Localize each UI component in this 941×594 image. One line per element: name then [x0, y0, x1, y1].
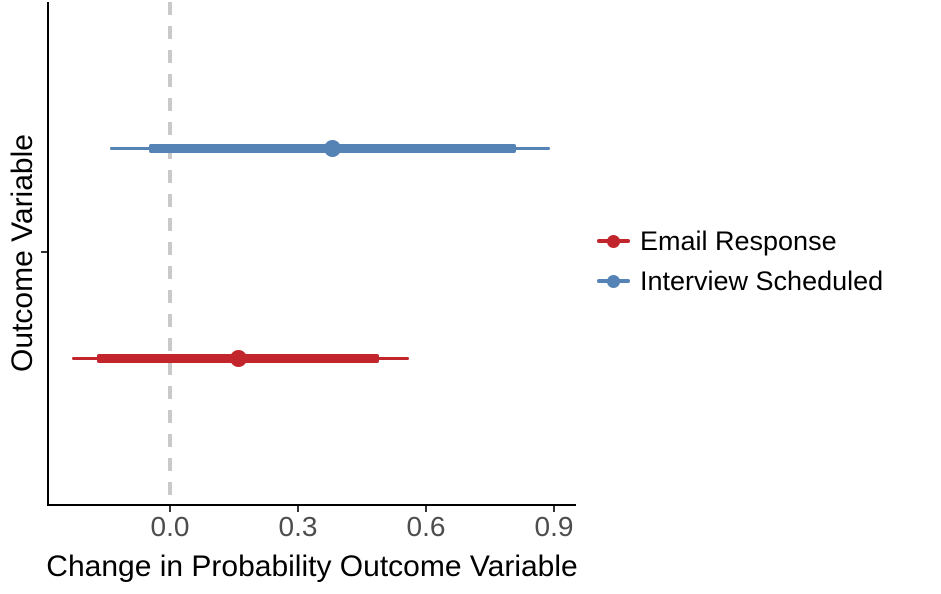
- estimate-point: [323, 139, 341, 157]
- x-axis-tick-label: 0.6: [406, 511, 446, 542]
- plot-panel: [48, 2, 576, 504]
- legend-label: Email Response: [640, 225, 837, 256]
- x-axis-tick: [169, 506, 171, 512]
- y-axis-title: Outcome Variable: [6, 134, 39, 372]
- x-axis-tick-label: 0.9: [534, 511, 574, 542]
- x-axis-tick: [425, 506, 427, 512]
- legend-key-dot: [607, 234, 620, 248]
- legend-item: Email Response: [597, 225, 883, 256]
- x-axis-tick: [553, 506, 555, 512]
- legend-pointrange-icon: [597, 272, 630, 290]
- y-axis-tick: [41, 251, 47, 253]
- zero-reference-line: [168, 2, 172, 504]
- y-axis-line: [47, 2, 49, 506]
- x-axis-tick-label: 0.0: [150, 511, 190, 542]
- legend-key-dot: [607, 274, 620, 288]
- legend-label: Interview Scheduled: [640, 265, 884, 296]
- legend: Email Response Interview Scheduled: [597, 225, 884, 307]
- x-axis-tick-label: 0.3: [278, 511, 318, 542]
- legend-pointrange-icon: [597, 232, 630, 250]
- legend-item: Interview Scheduled: [597, 265, 884, 296]
- x-axis-line: [47, 504, 576, 506]
- x-axis-tick: [297, 506, 299, 512]
- x-axis-title: Change in Probability Outcome Variable: [46, 550, 578, 583]
- estimate-point: [229, 349, 247, 367]
